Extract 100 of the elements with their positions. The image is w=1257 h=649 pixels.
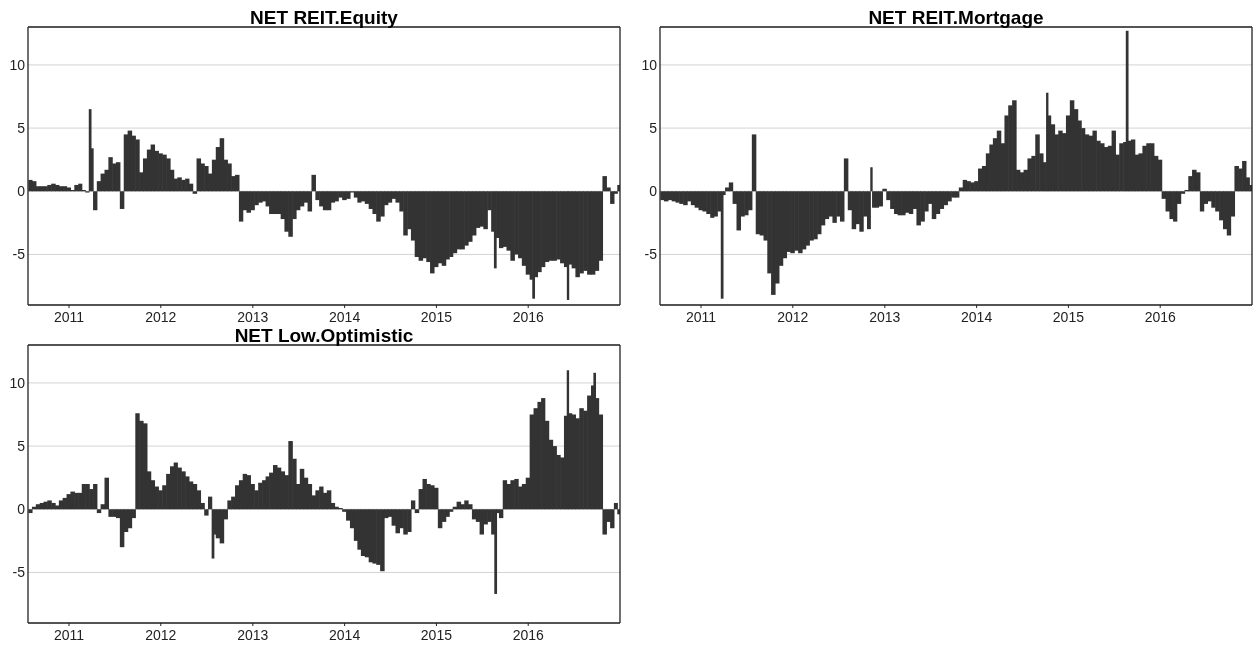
bar xyxy=(817,191,822,235)
y-tick-label: 5 xyxy=(649,120,658,137)
bar xyxy=(376,191,381,222)
bar xyxy=(690,191,696,206)
x-tick-label: 2012 xyxy=(777,308,809,325)
bar xyxy=(502,480,508,510)
bar xyxy=(158,153,163,192)
bar xyxy=(610,509,615,529)
bar xyxy=(338,191,343,198)
bar xyxy=(1242,160,1247,192)
bar xyxy=(342,191,347,201)
bar xyxy=(587,191,592,275)
bar xyxy=(430,191,435,274)
bar xyxy=(610,191,615,204)
x-tick-label: 2015 xyxy=(420,308,453,325)
bar xyxy=(951,191,956,198)
bar xyxy=(315,490,320,510)
bar xyxy=(464,500,469,510)
bar xyxy=(334,191,339,202)
bar xyxy=(679,191,684,204)
bar xyxy=(460,191,465,250)
bar xyxy=(387,191,393,203)
bar xyxy=(537,191,542,273)
bar xyxy=(1211,191,1216,208)
bar xyxy=(380,509,385,572)
bar xyxy=(119,191,125,209)
bar xyxy=(1058,130,1063,192)
bar xyxy=(177,177,182,192)
bar xyxy=(720,191,724,299)
bar xyxy=(346,191,351,199)
bar xyxy=(575,191,580,278)
x-tick-label: 2014 xyxy=(329,308,361,325)
x-tick-label: 2013 xyxy=(237,308,269,325)
bar xyxy=(541,398,546,510)
bar xyxy=(556,191,561,260)
y-tick-label: 5 xyxy=(17,120,26,137)
bar xyxy=(514,478,519,510)
chart-title: NET REIT.Equity xyxy=(250,7,398,28)
bar xyxy=(590,191,596,275)
bar xyxy=(403,191,408,236)
bar xyxy=(541,191,546,268)
bar xyxy=(204,166,209,192)
bar xyxy=(1012,100,1017,192)
bar xyxy=(28,509,33,514)
bar xyxy=(943,191,948,206)
bar xyxy=(916,191,921,226)
bar xyxy=(181,471,186,510)
bar xyxy=(262,191,267,202)
bar xyxy=(790,191,795,254)
bar xyxy=(771,191,776,295)
x-tick-label: 2016 xyxy=(1144,308,1176,325)
x-tick-label: 2015 xyxy=(420,626,453,643)
bar xyxy=(954,191,960,198)
x-tick-label: 2016 xyxy=(512,308,544,325)
bar xyxy=(510,191,515,261)
bar xyxy=(88,109,92,192)
bar xyxy=(39,186,45,192)
bar xyxy=(58,500,64,510)
bar xyxy=(537,401,542,510)
bar xyxy=(192,191,198,194)
bar xyxy=(859,191,864,232)
bar xyxy=(494,509,498,594)
bar xyxy=(931,191,937,220)
bar xyxy=(108,157,113,192)
y-tick-label: 5 xyxy=(17,438,26,455)
bar xyxy=(744,191,749,216)
bar xyxy=(246,191,251,213)
bar xyxy=(51,502,56,510)
bar xyxy=(403,509,408,535)
bar xyxy=(671,191,677,202)
y-tick-label: -5 xyxy=(644,246,658,263)
x-tick-label: 2013 xyxy=(237,626,269,643)
bar xyxy=(395,509,400,534)
bar xyxy=(1092,130,1097,192)
bar xyxy=(170,466,175,510)
bar xyxy=(1199,191,1205,212)
chart-title: NET Low.Optimistic xyxy=(234,325,414,346)
bar xyxy=(250,191,255,211)
x-tick-label: 2011 xyxy=(685,308,717,325)
bar xyxy=(246,475,251,510)
bar xyxy=(736,191,741,231)
x-tick-label: 2014 xyxy=(329,626,361,643)
bar xyxy=(901,191,906,216)
y-tick-label: 10 xyxy=(9,56,26,73)
bar xyxy=(802,191,807,250)
bar xyxy=(832,191,837,223)
y-tick-label: -5 xyxy=(12,246,26,263)
bar xyxy=(272,191,278,215)
x-tick-label: 2015 xyxy=(1052,308,1085,325)
bar xyxy=(319,486,324,510)
bar xyxy=(112,509,117,517)
bar xyxy=(262,480,267,510)
bar xyxy=(920,191,925,222)
bar xyxy=(146,149,152,192)
y-tick-label: 0 xyxy=(17,183,26,200)
bar xyxy=(58,186,64,192)
bar xyxy=(78,183,83,192)
bar xyxy=(166,158,171,192)
bar xyxy=(468,191,473,242)
bar xyxy=(687,191,692,202)
